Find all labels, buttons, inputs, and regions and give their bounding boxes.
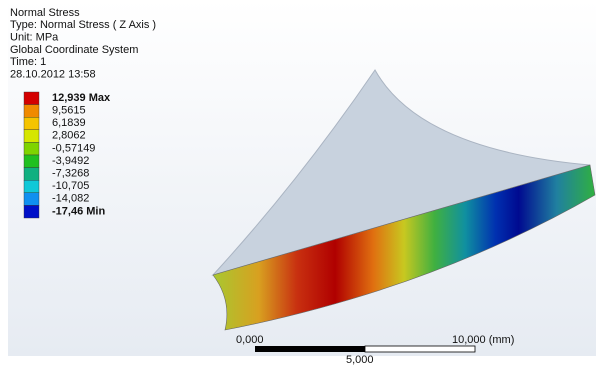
legend-swatch [24,205,39,218]
legend-swatch [24,168,39,181]
legend-label: 12,939 Max [52,92,111,104]
legend-swatch [24,193,39,206]
legend-swatch [24,130,39,143]
legend-label: -10,705 [52,180,89,192]
legend-swatch [24,92,39,105]
header-line: Unit: MPa [10,32,59,44]
legend-label: 6,1839 [52,117,86,129]
legend-label: -17,46 Min [52,205,105,217]
header-line: 28.10.2012 13:58 [10,68,96,80]
scale-middle: 5,000 [346,354,374,366]
legend-label: -3,9492 [52,155,89,167]
header-line: Type: Normal Stress ( Z Axis ) [10,19,156,31]
legend-label: 9,5615 [52,105,86,117]
scale-bar-light [365,346,475,352]
legend-label: -0,57149 [52,142,95,154]
legend-label: -14,082 [52,193,89,205]
viewport: Normal StressType: Normal Stress ( Z Axi… [0,0,604,366]
legend-swatch [24,117,39,130]
legend-swatch [24,155,39,168]
header-line: Time: 1 [10,56,46,68]
scale-start: 0,000 [236,334,264,346]
header-line: Normal Stress [10,7,80,19]
legend-swatch [24,180,39,193]
scale-bar-dark [255,346,365,352]
legend-label: 2,8062 [52,130,86,142]
scale-end: 10,000 (mm) [452,334,514,346]
legend-swatch [24,105,39,118]
header-line: Global Coordinate System [10,44,138,56]
legend-swatch [24,142,39,155]
screenshot: Normal StressType: Normal Stress ( Z Axi… [0,0,604,366]
legend-label: -7,3268 [52,168,89,180]
